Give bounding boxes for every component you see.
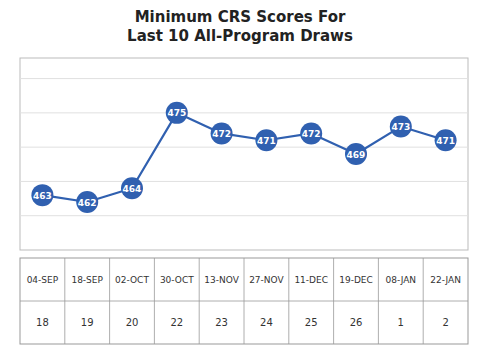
table-divider [378,258,379,344]
data-label: 473 [391,122,410,132]
x-tick-label: 19 [81,317,94,328]
table-divider [333,258,334,344]
marker [390,116,412,138]
data-label: 463 [33,191,52,201]
x-tick-label: 19-DEC [339,275,373,285]
x-tick-label: 08-JAN [386,275,417,285]
marks [31,102,456,213]
x-tick-label: 02-OCT [115,275,149,285]
data-label: 471 [436,136,455,146]
data-label: 472 [212,129,231,139]
grid-line [20,147,468,148]
x-tick-label: 24 [260,317,273,328]
chart-container: Minimum CRS Scores ForLast 10 All-Progra… [0,0,480,352]
marker [121,177,143,199]
x-tick-label: 11-DEC [294,275,328,285]
grid-line [20,112,468,113]
x-tick-label: 25 [305,317,318,328]
table-divider [64,258,65,344]
x-tick-label: 27-NOV [249,275,284,285]
table-divider [288,258,289,344]
table-divider [423,258,424,344]
x-tick-label: 1 [398,317,404,328]
x-tick-label: 23 [215,317,228,328]
table-divider [154,258,155,344]
label-table [20,258,468,344]
marker [300,122,322,144]
marker [255,129,277,151]
data-label: 471 [257,136,276,146]
x-tick-label: 13-NOV [204,275,239,285]
chart: Minimum CRS Scores ForLast 10 All-Progra… [0,0,480,352]
marker [76,191,98,213]
x-tick-label: 22-JAN [430,275,461,285]
table-divider [244,258,245,344]
data-label: 462 [78,198,97,208]
x-tick-label: 18 [36,317,49,328]
data-label: 464 [123,184,142,194]
marker [31,184,53,206]
plot-frame [20,58,468,250]
data-label: 475 [167,108,186,118]
marker [435,129,457,151]
marker [211,122,233,144]
grid-line [20,215,468,216]
marker [166,102,188,124]
x-tick-label: 22 [170,317,183,328]
table-divider [199,258,200,344]
x-tick-label: 04-SEP [27,275,59,285]
x-tick-label: 26 [350,317,363,328]
grid-line [20,181,468,182]
data-label: 472 [302,129,321,139]
grid-line [20,78,468,79]
x-tick-label: 2 [442,317,448,328]
table-divider [109,258,110,344]
x-tick-label: 18-SEP [71,275,103,285]
data-label: 469 [347,150,366,160]
title: Minimum CRS Scores ForLast 10 All-Progra… [127,8,353,45]
marker [345,143,367,165]
line [42,113,445,202]
x-tick-label: 20 [126,317,139,328]
x-tick-label: 30-OCT [160,275,194,285]
